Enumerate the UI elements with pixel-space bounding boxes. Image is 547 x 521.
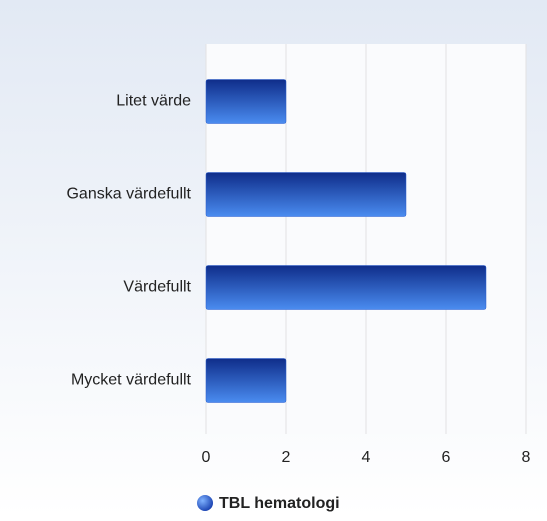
x-tick-label: 8 [522, 449, 531, 466]
bar [205, 79, 287, 124]
y-tick-label: Mycket värdefullt [71, 372, 192, 389]
legend-label: TBL hematologi [219, 495, 340, 512]
bar [205, 172, 407, 217]
x-tick-label: 6 [442, 449, 451, 466]
legend-marker [197, 495, 213, 511]
bar [205, 358, 287, 403]
x-tick-label: 0 [202, 449, 211, 466]
x-tick-label: 4 [362, 449, 371, 466]
bar [205, 265, 487, 310]
y-tick-label: Värdefullt [123, 279, 191, 296]
x-tick-label: 2 [282, 449, 291, 466]
y-tick-label: Ganska värdefullt [66, 186, 191, 203]
y-tick-label: Litet värde [116, 93, 191, 110]
